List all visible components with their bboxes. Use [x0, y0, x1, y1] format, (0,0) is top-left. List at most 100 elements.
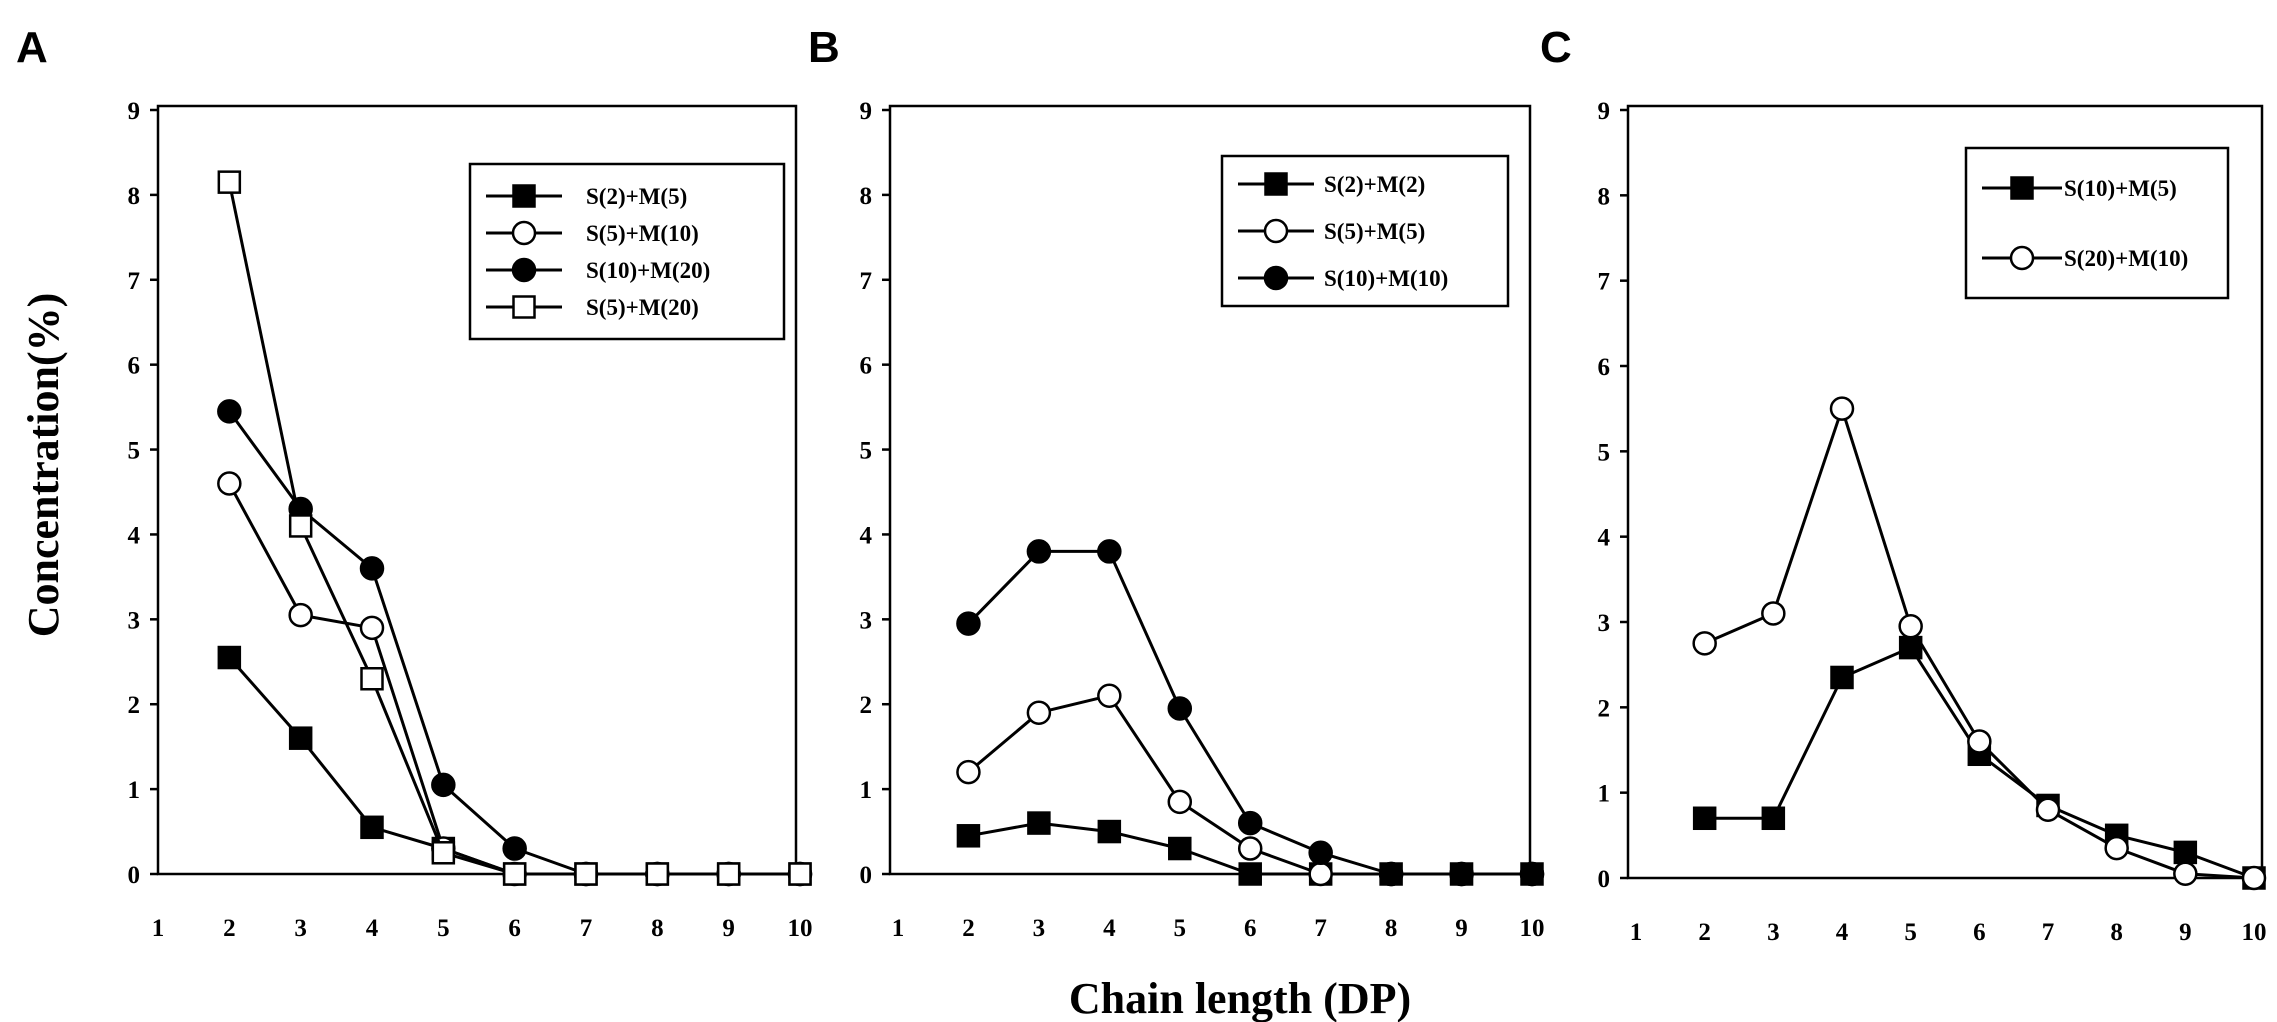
- panel-c-x-tick-label: 2: [1698, 919, 1711, 946]
- panel-b-legend-marker: [1264, 172, 1288, 196]
- panel-a-letter: A: [16, 23, 48, 72]
- panel-a-series-4-point: [288, 514, 313, 538]
- panel-c-series-1-point: [1830, 665, 1854, 690]
- panel-b-legend-label: S(5)+M(5): [1324, 219, 1425, 244]
- panel-c-x-tick-label: 1: [1630, 919, 1643, 946]
- panel-c-y-tick-label: 2: [1598, 695, 1611, 722]
- panel-b-series-1-point: [1097, 819, 1122, 844]
- panel-a-y-tick-label: 6: [128, 353, 141, 380]
- panel-c-y-tick-label: 3: [1598, 610, 1611, 637]
- panel-b-legend-label: S(2)+M(2): [1324, 172, 1425, 197]
- panel-b-legend-marker: [1263, 265, 1289, 291]
- x-axis-title: Chain length (DP): [1069, 974, 1411, 1022]
- panel-a-y-tick-label: 8: [128, 183, 141, 210]
- panel-a-x-tick-label: 4: [366, 915, 379, 942]
- panel-a-x-tick-label: 1: [152, 915, 165, 942]
- panel-b-series-2-point: [1237, 836, 1263, 861]
- panel-a-plot-frame: [156, 104, 798, 876]
- panel-b-x-tick-label: 6: [1244, 915, 1257, 942]
- panel-b-series-2-point: [1167, 789, 1193, 815]
- panel-b-y-tick-label: 1: [860, 777, 873, 804]
- panel-c-y-tick-label: 1: [1598, 781, 1611, 808]
- panel-a-series-1-point: [360, 815, 384, 840]
- panel-c-x-tick-label: 4: [1836, 919, 1849, 946]
- panel-c-plot-frame: [1626, 104, 2264, 880]
- panel-a-y-tick-label: 4: [128, 522, 141, 549]
- panel-a-series-1-point: [217, 645, 242, 670]
- panel-b-series-3-point: [1519, 861, 1545, 887]
- panel-c-legend-box: [1964, 146, 2230, 300]
- panel-a-legend-marker: [511, 257, 537, 283]
- panel-b-y-tick-label: 8: [860, 183, 873, 210]
- panel-a-x-tick-label: 5: [437, 915, 450, 942]
- panel-b-series-2-point: [956, 759, 981, 785]
- panel-c-series-1-point: [1692, 806, 1717, 831]
- panel-c-x-tick-label: 9: [2179, 919, 2192, 946]
- panel-c-legend-marker: [2010, 176, 2034, 200]
- panel-a-x-tick-label: 10: [788, 915, 813, 942]
- panel-c-series-2-point: [2104, 835, 2129, 861]
- panel-c-series-2-point: [1761, 601, 1786, 626]
- panel-b-x-tick-label: 2: [962, 915, 975, 942]
- panel-a-y-tick-label: 7: [128, 268, 141, 295]
- panel-a-y-tick-label: 3: [128, 607, 141, 634]
- panel-b-x-tick-label: 5: [1174, 915, 1187, 942]
- panel-a-legend-label: S(5)+M(10): [586, 221, 699, 246]
- panel-a-legend-marker: [512, 295, 536, 319]
- panel-b-y-tick-label: 7: [860, 268, 873, 295]
- panel-c-y-tick-label: 4: [1598, 525, 1611, 552]
- panel-a-series-2-line: [227, 482, 800, 876]
- panel-a-legend-marker: [512, 184, 536, 208]
- panel-a-series-4-point: [502, 862, 527, 886]
- panel-b-series-2-point: [1026, 700, 1052, 725]
- panel-b-series-1-point: [1027, 811, 1051, 835]
- panel-c-series-2-point: [1967, 729, 1992, 754]
- panel-c-y-tick-label: 8: [1598, 183, 1611, 210]
- panel-b-series-3-point: [1378, 861, 1404, 887]
- panel-c-legend-label: S(20)+M(10): [2064, 246, 2188, 271]
- panel-a-series-4-point: [360, 667, 384, 691]
- panel-b-y-tick-label: 6: [860, 353, 873, 380]
- panel-b-series-3-point: [1167, 696, 1193, 721]
- panel-a-series-4-point: [645, 862, 670, 886]
- panel-b-y-tick-label: 0: [860, 862, 873, 889]
- panel-a-series-3-line: [228, 410, 800, 876]
- panel-a-x-tick-label: 6: [508, 915, 521, 942]
- panel-a-legend-label: S(2)+M(5): [586, 184, 687, 209]
- panel-b-x-tick-label: 1: [892, 915, 905, 942]
- panel-c-series-2-point: [2035, 797, 2061, 822]
- panel-b-series-3-point: [1449, 861, 1474, 887]
- panel-b-y-tick-label: 2: [860, 692, 873, 719]
- panel-a-series-4-point: [716, 862, 741, 886]
- panel-a-legend: S(2)+M(5) S(5)+M(10) S(10)+M(20) S(5)+M(20): [468, 162, 786, 341]
- panel-a-series-3-point: [217, 399, 242, 424]
- panel-b-plot-frame: [888, 104, 1532, 876]
- panel-b-letter: B: [808, 23, 840, 72]
- panel-c-x-tick-label: 7: [2042, 919, 2055, 946]
- panel-a-x-tick-label: 7: [580, 915, 593, 942]
- panel-a-y-tick-label: 1: [128, 777, 141, 804]
- panel-b-series-3-point: [1026, 539, 1052, 564]
- y-axis-title: Concentration(%): [19, 293, 68, 638]
- panel-c-series-2-point: [2173, 861, 2198, 886]
- panel-b-x-tick-label: 3: [1033, 915, 1046, 942]
- panel-b-x-tick-label: 8: [1385, 915, 1398, 942]
- panel-b-series-3-point: [1097, 539, 1122, 564]
- panel-c-series-2-point: [2241, 865, 2267, 891]
- panel-c-letter: C: [1540, 23, 1572, 72]
- panel-a-series-4-point: [574, 862, 598, 886]
- panel-a-y-tick-label: 0: [128, 862, 141, 889]
- panel-b-series-1-point: [1238, 862, 1262, 886]
- panel-b-y-tick-label: 9: [860, 98, 873, 125]
- panel-b-x-tick-label: 9: [1455, 915, 1468, 942]
- panel-a-legend-label: S(5)+M(20): [586, 295, 699, 320]
- panel-b-x-tick-label: 7: [1314, 915, 1327, 942]
- panel-b-series-3-point: [1308, 840, 1333, 866]
- panel-a-series-2-point: [359, 615, 385, 641]
- panel-c-y-tick-label: 0: [1598, 866, 1611, 893]
- panel-a-legend-marker: [511, 220, 537, 246]
